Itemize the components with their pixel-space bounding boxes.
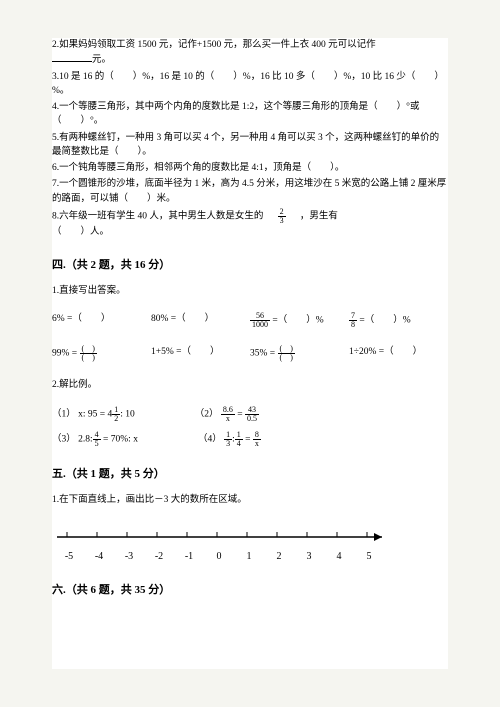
m2a-frac: ( ) ( ) (80, 345, 97, 362)
p2-d1: x (221, 415, 235, 423)
q8-spacer (266, 211, 276, 221)
s5-q1: 1.在下面直线上，画出比－3 大的数所在区域。 (52, 493, 448, 507)
question-7: 7.一个圆锥形的沙堆，底面半径为 1 米，高为 4.5 分米，用这堆沙在 5 米… (52, 177, 448, 206)
m1a: 6% =（ ） (52, 312, 151, 329)
q8-prefix: 8.六年级一班有学生 40 人，其中男生人数是女生的 (52, 211, 263, 221)
math-row-2: 99% = ( ) ( ) 1+5% =（ ） 35% = ( ) ( ) 1÷… (52, 345, 448, 362)
p4-frac1: 13 (224, 431, 232, 448)
p4-d3: x (253, 440, 261, 448)
m2d: 1÷20% =（ ） (349, 345, 448, 362)
m2b: 1+5% =（ ） (151, 345, 250, 362)
m1c-frac: 56 1000 (250, 312, 270, 329)
p4-eq: = (243, 435, 253, 445)
p2-frac2: 430.5 (245, 406, 259, 423)
section-5-title: 五.（共 1 题，共 5 分） (52, 466, 448, 483)
prop3: （3） 2.8:45 = 70%: x (52, 431, 138, 448)
q8-spacer2 (288, 211, 298, 221)
prop-row-2: （3） 2.8:45 = 70%: x （4） 13:14 = 8x (52, 431, 448, 448)
p3-text: 2.8: (78, 435, 93, 445)
m1b: 80% =（ ） (151, 312, 250, 329)
q8-fraction: 2 3 (278, 208, 286, 225)
prop2: （2） 8.6x = 430.5 (195, 406, 259, 423)
m2a-den: ( ) (80, 354, 97, 362)
p1-text: x: 95 = 4 (78, 410, 112, 420)
q8-line2: （ ）人。 (52, 227, 109, 237)
tick-6: 1 (234, 549, 264, 564)
number-line-labels: -5 -4 -3 -2 -1 0 1 2 3 4 5 (52, 549, 448, 564)
q2-blank (52, 52, 92, 62)
m2c-den: ( ) (278, 354, 295, 362)
number-line-svg (52, 527, 392, 547)
m1d-suf: =（ ）% (357, 315, 411, 325)
tick-3: -2 (144, 549, 174, 564)
p3-den: 5 (93, 440, 101, 448)
m1d: 7 8 =（ ）% (349, 312, 448, 329)
p3-label: （3） (52, 435, 76, 445)
p4-d1: 3 (224, 440, 232, 448)
section-6-title: 六.（共 6 题，共 35 分） (52, 582, 448, 599)
number-line: -5 -4 -3 -2 -1 0 1 2 3 4 5 (52, 527, 448, 564)
p1-suf: : 10 (120, 410, 135, 420)
section-4-title: 四.（共 2 题，共 16 分） (52, 257, 448, 274)
m2c-pre: 35% = (250, 348, 278, 358)
tick-5: 0 (204, 549, 234, 564)
p2-d2: 0.5 (245, 415, 259, 423)
tick-9: 4 (324, 549, 354, 564)
prop1: （1） x: 95 = 412: 10 (52, 406, 135, 423)
m1c: 56 1000 =（ ）% (250, 312, 349, 329)
q8-den: 3 (278, 217, 286, 225)
question-5: 5.有两种螺丝钉，一种用 3 角可以买 4 个，另一种用 4 角可以买 3 个，… (52, 131, 448, 160)
math-row-1: 6% =（ ） 80% =（ ） 56 1000 =（ ）% 7 8 =（ ）% (52, 312, 448, 329)
question-3: 3.10 是 16 的（ ）%，16 是 10 的（ ）%，16 比 10 多（… (52, 70, 448, 99)
q2-line1: 2.如果妈妈领取工资 1500 元，记作+1500 元，那么买一件上衣 400 … (52, 40, 376, 50)
p1-label: （1） (52, 410, 76, 420)
question-8: 8.六年级一班有学生 40 人，其中男生人数是女生的 2 3 ，男生有 （ ）人… (52, 208, 448, 239)
s4-q1: 1.直接写出答案。 (52, 284, 448, 298)
tick-4: -1 (174, 549, 204, 564)
q2-line2: 元。 (92, 55, 111, 65)
m2a: 99% = ( ) ( ) (52, 345, 151, 362)
m2c: 35% = ( ) ( ) (250, 345, 349, 362)
p2-frac1: 8.6x (221, 406, 235, 423)
p4-label: （4） (198, 435, 222, 445)
question-4: 4.一个等腰三角形，其中两个内角的度数比是 1:2，这个等腰三角形的顶角是（ ）… (52, 100, 448, 129)
p4-frac2: 14 (235, 431, 243, 448)
question-2: 2.如果妈妈领取工资 1500 元，记作+1500 元，那么买一件上衣 400 … (52, 38, 448, 68)
p3-frac: 45 (93, 431, 101, 448)
m1d-frac: 7 8 (349, 312, 357, 329)
tick-8: 3 (294, 549, 324, 564)
p2-eq: = (235, 410, 245, 420)
tick-2: -3 (114, 549, 144, 564)
m1c-suf: =（ ）% (270, 315, 324, 325)
tick-1: -4 (84, 549, 114, 564)
s4-q2: 2.解比例。 (52, 378, 448, 392)
m1d-den: 8 (349, 321, 357, 329)
p2-label: （2） (195, 410, 219, 420)
p4-frac3: 8x (253, 431, 261, 448)
p3-suf: = 70%: x (101, 435, 138, 445)
m2c-frac: ( ) ( ) (278, 345, 295, 362)
tick-10: 5 (354, 549, 384, 564)
question-6: 6.一个钝角等腰三角形，相邻两个角的度数比是 4:1，顶角是（ ）。 (52, 161, 448, 175)
m1c-den: 1000 (250, 321, 270, 329)
q8-suffix: ，男生有 (300, 211, 338, 221)
tick-7: 2 (264, 549, 294, 564)
m2a-pre: 99% = (52, 348, 80, 358)
prop-row-1: （1） x: 95 = 412: 10 （2） 8.6x = 430.5 (52, 406, 448, 423)
p4-d2: 4 (235, 440, 243, 448)
prop4: （4） 13:14 = 8x (198, 431, 261, 448)
tick-0: -5 (54, 549, 84, 564)
